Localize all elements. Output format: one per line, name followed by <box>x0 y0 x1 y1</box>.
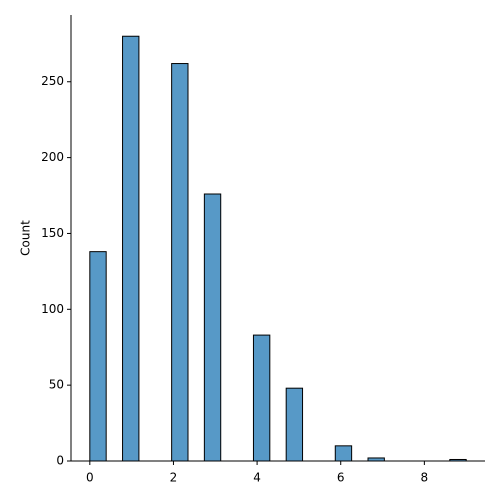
bar <box>285 387 304 462</box>
y-tick-label: 200 <box>41 150 64 164</box>
y-tick-label: 250 <box>41 74 64 88</box>
bar <box>171 63 189 462</box>
bar <box>89 251 107 462</box>
x-tick-label: 8 <box>421 471 429 485</box>
bar <box>334 445 353 462</box>
x-tick-label: 0 <box>86 471 94 485</box>
y-axis-label: Count <box>19 220 33 256</box>
bar <box>203 193 222 462</box>
y-tick-label: 100 <box>41 302 64 316</box>
y-tick-label: 0 <box>56 454 64 468</box>
x-tick-label: 4 <box>253 471 261 485</box>
x-tick-label: 6 <box>337 471 345 485</box>
y-tick-label: 50 <box>49 378 64 392</box>
bar <box>252 334 271 462</box>
x-tick-label: 2 <box>170 471 178 485</box>
bar <box>122 35 140 462</box>
y-tick-label: 150 <box>41 226 64 240</box>
